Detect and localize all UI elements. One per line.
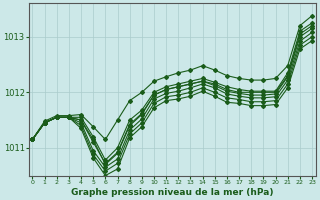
X-axis label: Graphe pression niveau de la mer (hPa): Graphe pression niveau de la mer (hPa) <box>71 188 274 197</box>
